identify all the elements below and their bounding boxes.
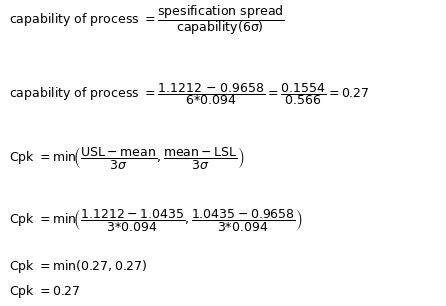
Text: Cpk $= \mathrm{min}(0.27, 0.27)$: Cpk $= \mathrm{min}(0.27, 0.27)$	[9, 258, 147, 275]
Text: Cpk $= \mathrm{min}\!\left(\dfrac{\mathrm{USL-mean}}{3\sigma},\dfrac{\mathrm{mea: Cpk $= \mathrm{min}\!\left(\dfrac{\mathr…	[9, 145, 244, 171]
Text: Cpk $= \mathrm{min}\!\left(\dfrac{1.1212-1.0435}{3{*}0.094},\dfrac{1.0435-0.9658: Cpk $= \mathrm{min}\!\left(\dfrac{1.1212…	[9, 207, 303, 233]
Text: capability of process $= \dfrac{1.1212\ {-}\ 0.9658}{6{*}0.094} = \dfrac{0.1554}: capability of process $= \dfrac{1.1212\ …	[9, 81, 369, 107]
Text: Cpk $= 0.27$: Cpk $= 0.27$	[9, 283, 80, 300]
Text: capability of process $= \dfrac{\mathrm{spesification\ spread}}{\mathrm{capabili: capability of process $= \dfrac{\mathrm{…	[9, 3, 285, 37]
